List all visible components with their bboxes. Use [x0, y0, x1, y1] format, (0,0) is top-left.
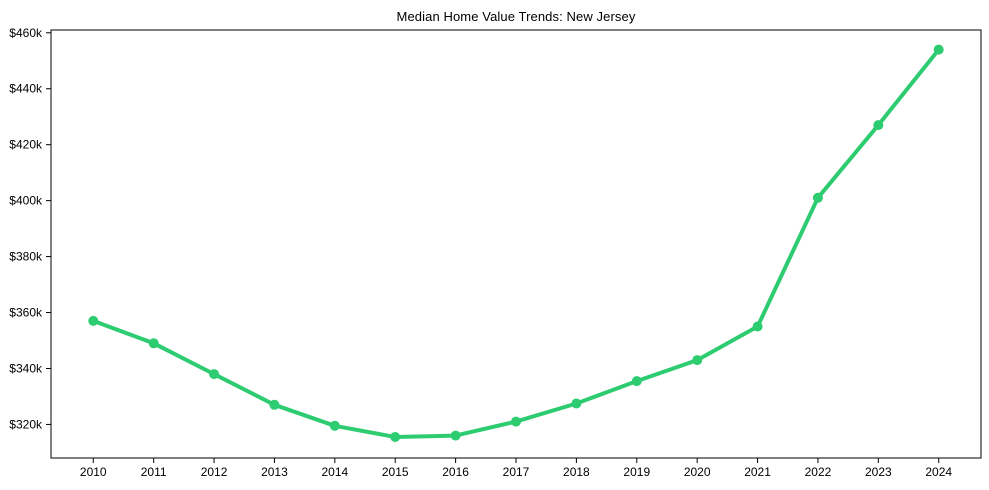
data-point-2012 [209, 369, 220, 380]
x-tick-label: 2010 [80, 465, 107, 479]
x-tick-label: 2023 [865, 465, 892, 479]
y-tick-label: $400k [9, 194, 43, 208]
plot-border [50, 29, 982, 459]
data-point-2018 [571, 398, 582, 409]
data-point-2011 [148, 338, 159, 349]
y-tick-label: $380k [9, 250, 43, 264]
data-point-2024 [933, 44, 944, 55]
x-tick-label: 2022 [805, 465, 832, 479]
x-tick-label: 2011 [141, 465, 167, 479]
x-tick-label: 2024 [925, 465, 952, 479]
data-point-2013 [269, 399, 280, 410]
y-tick-label: $420k [9, 138, 43, 152]
x-tick-label: 2014 [321, 465, 348, 479]
x-tick-label: 2017 [503, 465, 530, 479]
chart-title: Median Home Value Trends: New Jersey [396, 9, 636, 24]
y-tick-label: $320k [9, 417, 43, 431]
data-point-2022 [812, 192, 823, 203]
data-point-2021 [752, 321, 763, 332]
trend-line [91, 47, 941, 439]
y-tick-label: $460k [9, 26, 43, 40]
y-tick-label: $340k [9, 361, 43, 375]
data-point-2015 [390, 432, 401, 442]
x-tick-label: 2013 [261, 465, 288, 479]
x-tick-label: 2012 [201, 465, 228, 479]
data-point-2017 [511, 416, 521, 427]
x-tick-label: 2019 [623, 465, 650, 479]
y-tick-label: $440k [9, 82, 43, 96]
x-tick-label: 2021 [744, 465, 771, 479]
data-point-2014 [329, 420, 340, 431]
x-tick-label: 2016 [442, 465, 469, 479]
y-tick-label: $360k [9, 306, 43, 320]
data-point-2023 [873, 120, 884, 131]
data-point-2010 [88, 315, 99, 326]
x-tick-label: 2018 [563, 465, 590, 479]
data-point-2016 [450, 430, 461, 441]
x-tick-label: 2015 [382, 465, 409, 479]
data-point-2020 [692, 355, 703, 366]
x-tick-label: 2020 [684, 465, 711, 479]
data-point-2019 [631, 376, 642, 387]
